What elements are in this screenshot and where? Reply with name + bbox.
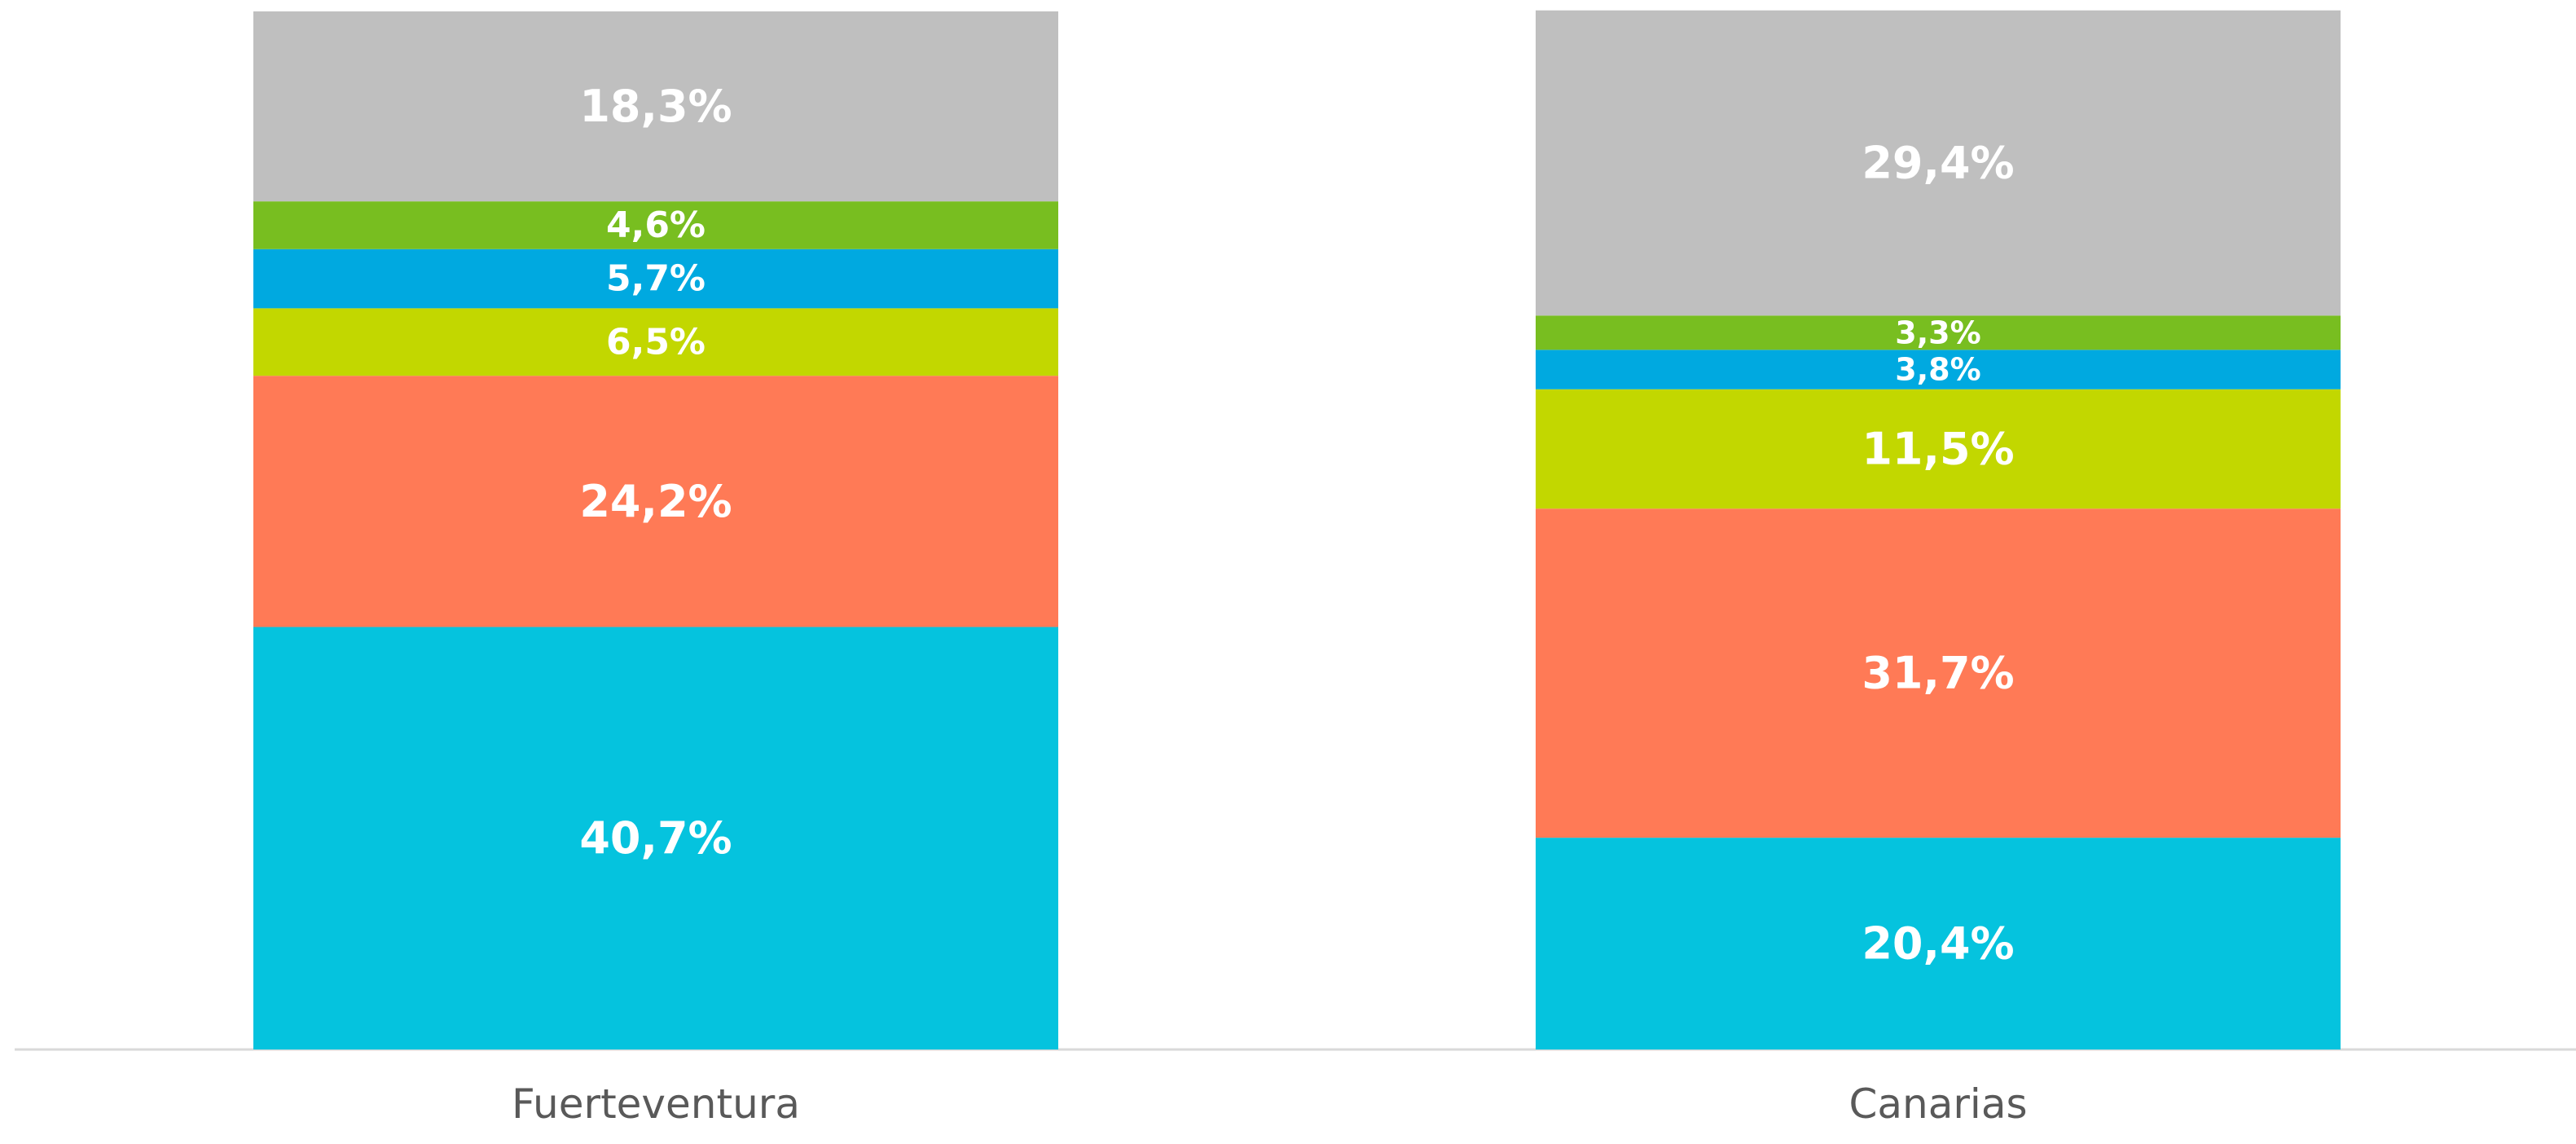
data-label-0-0: 40,7% xyxy=(579,812,732,864)
bar-segment-0-4 xyxy=(253,201,1058,249)
data-label-1-4: 3,3% xyxy=(1895,315,1980,350)
bar-segment-1-5 xyxy=(1536,10,2341,316)
bars-group: 40,7% 24,2% 6,5% 5,7% 4,6% 18,3% 20,4% 31,7% 11,… xyxy=(253,10,2341,1049)
category-label-0: Fuerteventura xyxy=(512,1080,800,1128)
bar-segment-1-1 xyxy=(1536,508,2341,838)
bar-segment-0-1 xyxy=(253,376,1058,627)
data-label-0-3: 5,7% xyxy=(606,258,706,300)
category-label-1: Canarias xyxy=(1848,1080,2027,1128)
bar-segment-0-0 xyxy=(253,627,1058,1049)
bar-segment-1-2 xyxy=(1536,389,2341,509)
data-label-0-1: 24,2% xyxy=(579,476,732,527)
bar-segment-0-5 xyxy=(253,11,1058,202)
bar-segment-0-3 xyxy=(253,249,1058,309)
data-label-1-0: 20,4% xyxy=(1862,918,2014,970)
bar-segment-1-3 xyxy=(1536,350,2341,389)
data-label-0-2: 6,5% xyxy=(606,321,706,363)
data-label-1-5: 29,4% xyxy=(1862,138,2014,189)
bar-segment-1-4 xyxy=(1536,315,2341,350)
data-label-0-4: 4,6% xyxy=(606,205,706,246)
bar-segment-1-0 xyxy=(1536,838,2341,1049)
data-label-0-5: 18,3% xyxy=(579,81,732,132)
category-labels-group: Fuerteventura Canarias xyxy=(512,1080,2027,1128)
bar-segment-0-2 xyxy=(253,308,1058,376)
data-label-1-2: 11,5% xyxy=(1862,423,2014,474)
data-label-1-3: 3,8% xyxy=(1895,352,1980,388)
data-label-1-1: 31,7% xyxy=(1862,648,2014,699)
